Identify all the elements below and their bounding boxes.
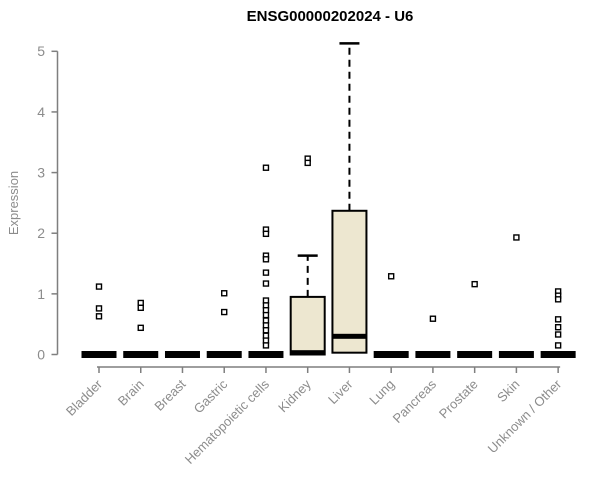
collapsed-box bbox=[457, 351, 493, 358]
outlier-point bbox=[262, 342, 270, 349]
collapsed-box bbox=[164, 351, 200, 358]
median-line bbox=[290, 350, 325, 356]
outlier-point bbox=[262, 269, 270, 276]
y-tick-label: 4 bbox=[37, 104, 45, 120]
y-tick-label: 5 bbox=[37, 43, 45, 59]
collapsed-box bbox=[498, 351, 534, 358]
x-tick-label: Breast bbox=[151, 376, 188, 413]
collapsed-box bbox=[415, 351, 451, 358]
outlier-point bbox=[262, 280, 270, 287]
x-tick-label: Pancreas bbox=[390, 376, 440, 426]
outlier-point bbox=[554, 331, 562, 338]
box bbox=[331, 209, 368, 354]
median-line bbox=[332, 333, 367, 339]
collapsed-box bbox=[206, 351, 242, 358]
outlier-point bbox=[137, 304, 144, 312]
outlier-point bbox=[554, 316, 562, 323]
outlier-point bbox=[262, 327, 270, 334]
outlier-point bbox=[262, 230, 270, 238]
outlier-point bbox=[262, 164, 270, 171]
y-tick-label: 3 bbox=[37, 164, 45, 180]
x-tick-label: Liver bbox=[325, 376, 356, 407]
outlier-point bbox=[387, 273, 395, 280]
y-tick-label: 2 bbox=[37, 225, 45, 241]
x-tick-label: Gastric bbox=[191, 376, 231, 416]
chart-title: ENSG00000202024 - U6 bbox=[246, 8, 414, 25]
x-tick-label: Bladder bbox=[63, 376, 106, 419]
outlier-point bbox=[221, 290, 228, 297]
outlier-point bbox=[95, 283, 103, 290]
outlier-point bbox=[554, 324, 562, 331]
outlier-point bbox=[554, 296, 562, 303]
x-tick-label: Skin bbox=[494, 377, 522, 405]
x-tick-label: Unknown / Other bbox=[485, 376, 565, 456]
x-tick-label: Lung bbox=[366, 377, 397, 408]
collapsed-box bbox=[123, 351, 159, 358]
collapsed-box bbox=[81, 351, 117, 358]
box bbox=[289, 295, 326, 356]
outlier-point bbox=[513, 234, 520, 241]
x-tick-label: Kidney bbox=[275, 376, 314, 415]
outlier-point bbox=[429, 315, 437, 322]
outlier-point bbox=[221, 308, 228, 316]
collapsed-box bbox=[373, 351, 409, 358]
y-tick-label: 1 bbox=[37, 286, 45, 302]
outlier-point bbox=[554, 342, 562, 349]
outlier-point bbox=[262, 311, 270, 319]
outlier-point bbox=[304, 159, 311, 167]
y-tick-label: 0 bbox=[37, 346, 45, 362]
x-tick-label: Prostate bbox=[436, 377, 481, 422]
outlier-point bbox=[471, 280, 478, 288]
outlier-point bbox=[262, 256, 270, 263]
outlier-point bbox=[95, 305, 103, 312]
outlier-point bbox=[137, 324, 144, 332]
collapsed-box bbox=[248, 351, 284, 358]
x-tick-label: Brain bbox=[115, 377, 147, 409]
collapsed-box bbox=[540, 351, 576, 358]
outlier-point bbox=[95, 313, 103, 320]
